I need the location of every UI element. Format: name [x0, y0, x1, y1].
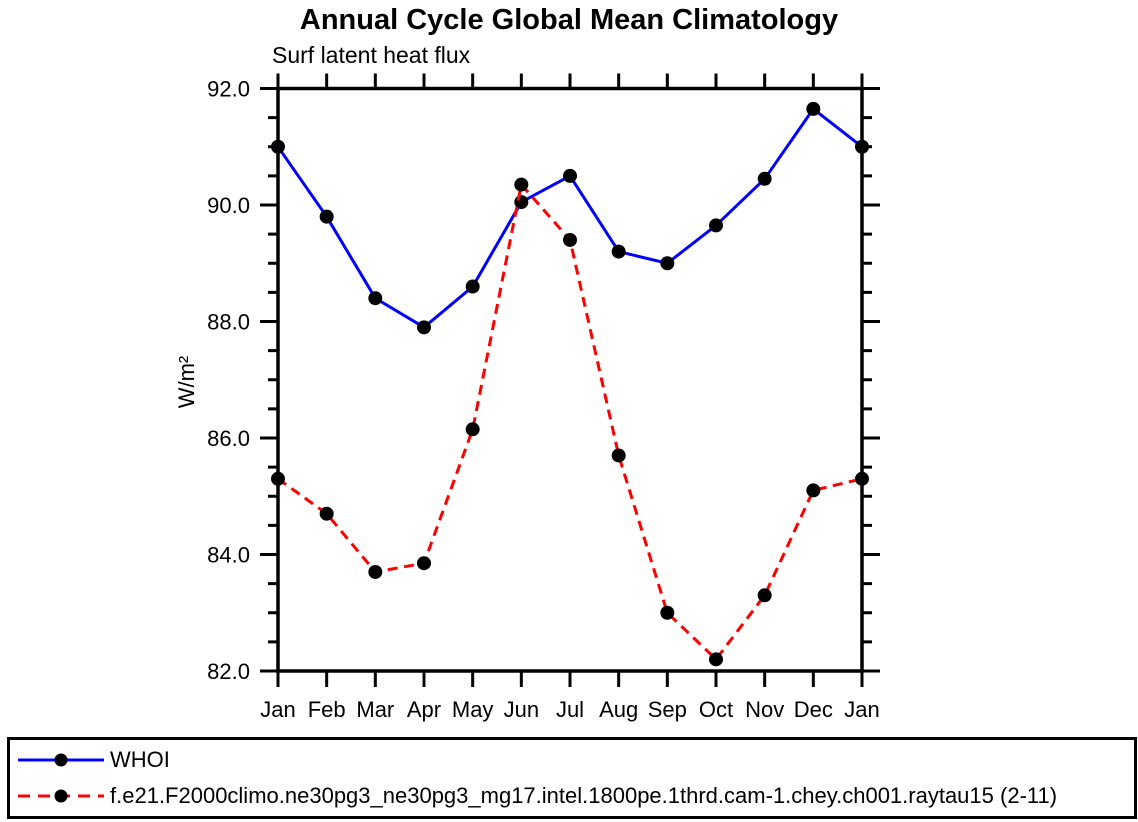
data-point-marker [563, 168, 577, 183]
data-point-marker [368, 564, 383, 579]
series-line [277, 183, 863, 661]
x-tick-label: Sep [648, 697, 687, 722]
x-tick-label: Feb [308, 697, 346, 722]
data-point-marker [757, 588, 772, 603]
data-point-marker [806, 101, 821, 116]
data-point-marker [709, 652, 723, 667]
x-tick-label: Jun [504, 697, 539, 722]
x-tick-label: Jan [844, 697, 879, 722]
chart-title: Annual Cycle Global Mean Climatology [299, 4, 839, 36]
x-tick-label: Dec [794, 697, 833, 722]
legend-dashed-line-icon [18, 789, 104, 803]
y-tick-label: 92.0 [207, 77, 250, 102]
data-point-marker [855, 471, 869, 486]
data-point-marker [660, 605, 675, 620]
data-point-marker [368, 291, 383, 306]
y-tick-label: 84.0 [207, 543, 250, 568]
y-tick-label: 82.0 [207, 659, 250, 684]
x-tick-label: Mar [356, 697, 394, 722]
y-tick-label: 90.0 [207, 193, 250, 218]
legend-label-whoi: WHOI [110, 747, 170, 772]
data-point-marker [563, 232, 577, 247]
data-point-marker [660, 256, 675, 271]
data-point-marker [271, 471, 285, 486]
data-point-marker [611, 448, 626, 463]
y-tick-label: 88.0 [207, 310, 250, 335]
chart-subtitle: Surf latent heat flux [272, 42, 471, 68]
series-whoi [271, 101, 869, 335]
legend-item-model: f.e21.F2000climo.ne30pg3_ne30pg3_mg17.in… [16, 779, 1134, 813]
x-tick-label: Nov [745, 697, 784, 722]
x-tick-label: Oct [699, 697, 733, 722]
data-point-marker [319, 506, 334, 521]
data-point-marker [806, 483, 821, 498]
x-tick-label: May [452, 697, 494, 722]
y-tick-labels: 82.0 84.0 86.0 88.0 90.0 92.0 [207, 77, 250, 685]
data-point-marker [417, 556, 431, 571]
data-point-marker [514, 177, 529, 192]
data-point-marker [757, 171, 772, 186]
series-line [276, 107, 863, 329]
legend-item-whoi: WHOI [16, 743, 1134, 777]
legend-box: WHOI f.e21.F2000climo.ne30pg3_ne30pg3_mg… [7, 737, 1137, 819]
x-tick-label: Jul [556, 697, 584, 722]
y-tick-label: 86.0 [207, 426, 250, 451]
data-point-marker [709, 218, 723, 233]
data-point-marker [271, 139, 285, 154]
data-point-marker [465, 279, 480, 294]
x-tick-label: Apr [407, 697, 441, 722]
data-point-marker [855, 139, 869, 154]
legend-label-model: f.e21.F2000climo.ne30pg3_ne30pg3_mg17.in… [110, 783, 1058, 808]
x-tick-label: Aug [599, 697, 638, 722]
legend-solid-line-icon [18, 753, 104, 767]
y-axis-ticks [260, 87, 880, 673]
x-tick-label: Jan [260, 697, 295, 722]
data-point-marker [417, 320, 431, 335]
data-point-marker [319, 209, 334, 224]
x-axis-ticks: Jan Feb Mar Apr May Jun Jul Aug Sep Oct Nov Dec Jan [260, 73, 880, 722]
data-point-marker [465, 422, 480, 437]
data-point-marker [611, 244, 626, 259]
series-model [271, 177, 869, 667]
